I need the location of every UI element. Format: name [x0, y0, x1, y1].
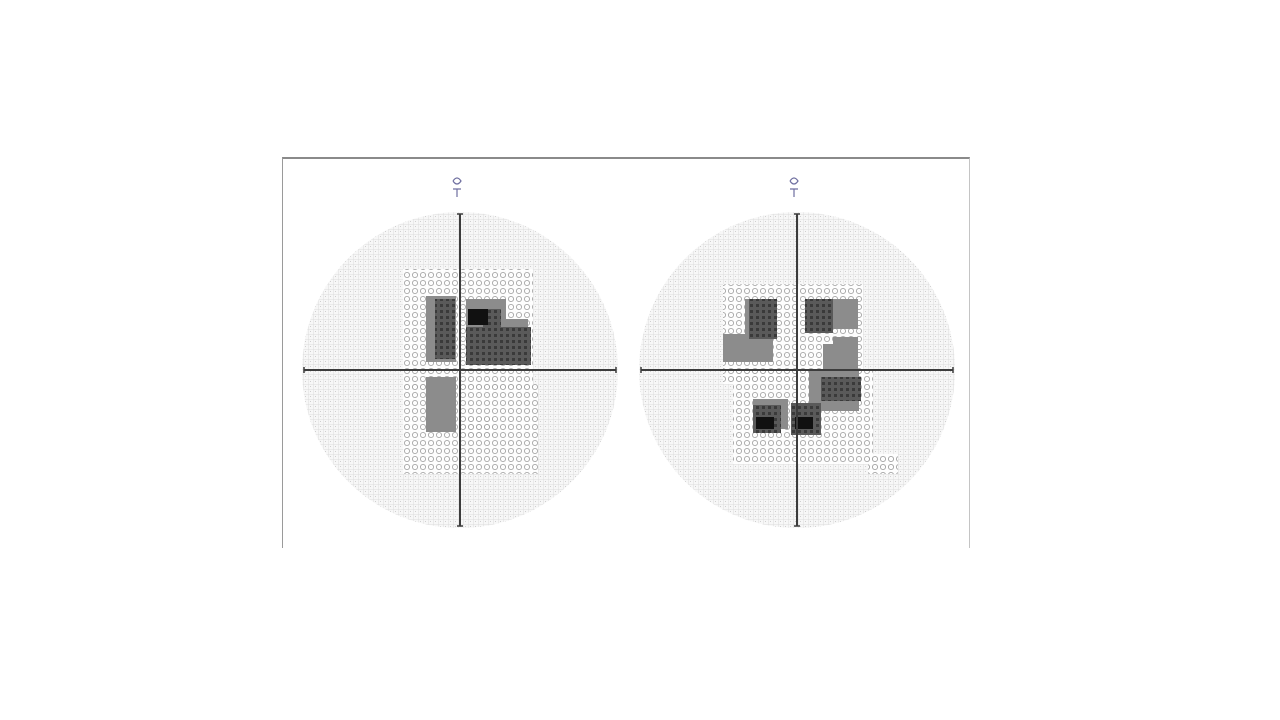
isolated-defect-zone-right-0	[868, 454, 898, 474]
orientation-mark-left	[453, 178, 461, 197]
visual-field-panel	[282, 157, 970, 548]
visual-field-right-plot	[623, 159, 963, 548]
moderate-defect-zone-left-3	[426, 377, 456, 432]
visual-field-left	[283, 159, 623, 548]
orientation-mark-right	[790, 178, 798, 197]
moderate-defect-zone-right-6	[833, 337, 858, 355]
absolute-defect-zone-right-0	[756, 417, 774, 429]
deep-defect-zone-right-2	[821, 377, 861, 401]
deep-defect-zone-left-1	[466, 327, 531, 365]
visual-field-right	[623, 159, 963, 548]
visual-field-left-plot	[283, 159, 623, 548]
deep-defect-zone-left-0	[435, 299, 455, 359]
deep-defect-zone-right-1	[805, 299, 833, 333]
absolute-defect-zone-left-0	[468, 309, 488, 325]
isolated-defect-zone-left-0	[463, 417, 493, 437]
deep-defect-zone-right-0	[749, 299, 777, 339]
